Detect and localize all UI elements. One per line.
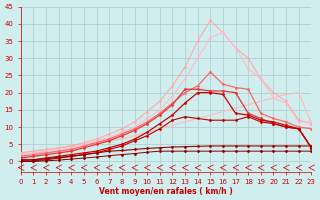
X-axis label: Vent moyen/en rafales ( km/h ): Vent moyen/en rafales ( km/h ) [99,187,233,196]
